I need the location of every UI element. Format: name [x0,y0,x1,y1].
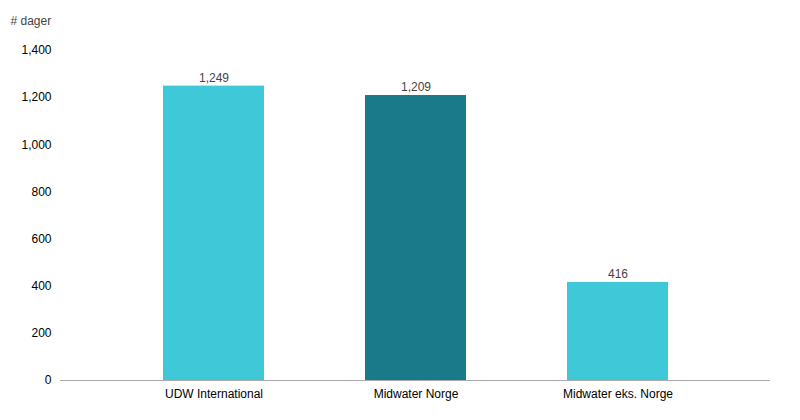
svg-text:UDW International: UDW International [165,387,263,401]
svg-text:Midwater Norge: Midwater Norge [374,387,459,401]
svg-text:400: 400 [31,279,51,293]
svg-text:416: 416 [608,267,628,281]
svg-text:1,000: 1,000 [21,138,51,152]
svg-text:1,249: 1,249 [199,71,229,85]
svg-text:0: 0 [45,373,52,387]
svg-text:# dager: # dager [11,14,52,28]
svg-text:1,200: 1,200 [21,90,51,104]
svg-text:600: 600 [31,232,51,246]
svg-text:200: 200 [31,326,51,340]
svg-text:1,400: 1,400 [21,43,51,57]
svg-text:800: 800 [31,185,51,199]
svg-text:1,209: 1,209 [401,80,431,94]
svg-text:Midwater eks. Norge: Midwater eks. Norge [563,387,673,401]
